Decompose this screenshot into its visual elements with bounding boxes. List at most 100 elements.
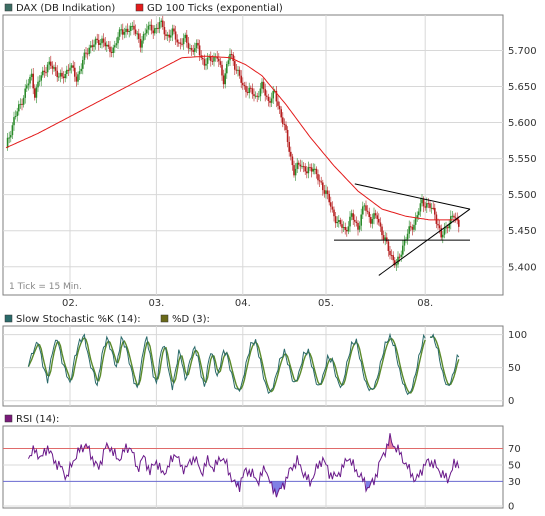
candle-body (216, 56, 218, 59)
candle-body (157, 27, 159, 29)
candle-body (10, 135, 12, 138)
candle-body (85, 52, 87, 54)
stoch-legend-label-d: %D (3): (172, 314, 210, 325)
candle-body (451, 215, 454, 217)
candle-body (413, 224, 415, 230)
candle-body (346, 229, 348, 232)
candle-body (96, 38, 98, 40)
candle-body (416, 215, 418, 219)
candle-body (54, 67, 57, 71)
rsi-legend-swatch (4, 414, 13, 423)
candle-body (158, 22, 161, 29)
candle-body (234, 61, 236, 70)
candle-body (267, 96, 270, 102)
candle-body (251, 88, 254, 95)
candle-body (181, 43, 183, 45)
candle-body (362, 206, 364, 215)
trendlines (334, 183, 471, 276)
candle-body (243, 85, 246, 87)
price-panel: DAX (DB Indikation) GD 100 Ticks (expone… (2, 3, 537, 309)
candle-body (366, 210, 369, 212)
stoch-legend-swatch-k (4, 314, 13, 323)
candle-body (406, 233, 409, 240)
candle-body (77, 74, 79, 82)
candle-body (51, 65, 54, 69)
candle-body (123, 31, 126, 35)
price-y-tick-label: 5.650 (508, 82, 537, 93)
candle-body (339, 220, 342, 225)
candle-body (272, 90, 274, 99)
candle-body (442, 234, 444, 238)
candle-body (8, 137, 10, 139)
candle-body (163, 26, 166, 35)
rsi-y-ticks: 70 50 30 0 (508, 444, 521, 512)
candle-body (320, 181, 322, 183)
candle-body (48, 61, 50, 65)
candle-body (270, 98, 273, 103)
rsi-y-tick-label: 30 (508, 477, 521, 488)
candle-body (318, 180, 321, 182)
candle-body (400, 254, 402, 257)
candle-body (238, 69, 241, 76)
candle-body (198, 45, 201, 56)
rsi-line (27, 433, 460, 498)
candle-body (402, 245, 404, 255)
candle-body (131, 25, 134, 27)
candle-body (194, 48, 196, 52)
price-plot-frame (2, 14, 504, 296)
candle-body (256, 95, 258, 97)
candle-body (245, 85, 247, 92)
candle-body (130, 26, 132, 31)
candle-body (141, 40, 143, 48)
candle-body (240, 75, 242, 83)
rsi-plot-frame (2, 425, 504, 509)
price-grid (3, 15, 503, 295)
candle-body (277, 101, 279, 106)
price-x-tick-label: 02. (62, 298, 78, 309)
candle-body (138, 33, 140, 40)
candle-body (30, 73, 33, 77)
candle-body (35, 87, 38, 98)
candle-body (83, 52, 86, 60)
candle-body (109, 46, 111, 52)
candle-body (150, 24, 153, 31)
candle-body (325, 190, 327, 194)
candle-body (38, 80, 41, 82)
candle-body (418, 211, 420, 216)
candle-body (435, 214, 438, 224)
candle-body (78, 71, 81, 75)
candle-body (205, 63, 207, 66)
candle-body (376, 215, 378, 219)
rsi-oversold-fill (270, 481, 285, 498)
candle-body (61, 72, 63, 77)
candle-body (190, 47, 193, 51)
candle-body (206, 57, 209, 64)
candle-body (382, 235, 385, 240)
candle-body (147, 25, 150, 30)
candle-body (426, 203, 428, 208)
candle-body (224, 73, 226, 85)
candle-body (187, 42, 190, 49)
ema-line (5, 55, 459, 221)
candle-body (59, 72, 62, 77)
candle-body (112, 47, 114, 53)
price-y-tick-label: 5.550 (508, 154, 537, 165)
candle-body (323, 190, 326, 194)
price-x-ticks: 02. 03. 04. 05. 08. (62, 298, 433, 309)
candle-body (219, 61, 222, 65)
candle-body (253, 94, 255, 96)
candle-body (440, 228, 442, 238)
stoch-y-ticks: 100 50 0 (508, 330, 527, 407)
candle-body (210, 56, 212, 61)
stoch-y-tick-label: 0 (508, 396, 514, 407)
candle-body (278, 105, 281, 110)
candle-body (126, 28, 129, 32)
candle-body (379, 222, 382, 227)
candle-body (370, 217, 372, 224)
candle-body (242, 82, 244, 86)
candle-body (389, 251, 391, 256)
candle-body (90, 45, 92, 48)
candle-body (378, 218, 380, 223)
candle-body (322, 182, 324, 191)
candle-body (363, 205, 366, 207)
